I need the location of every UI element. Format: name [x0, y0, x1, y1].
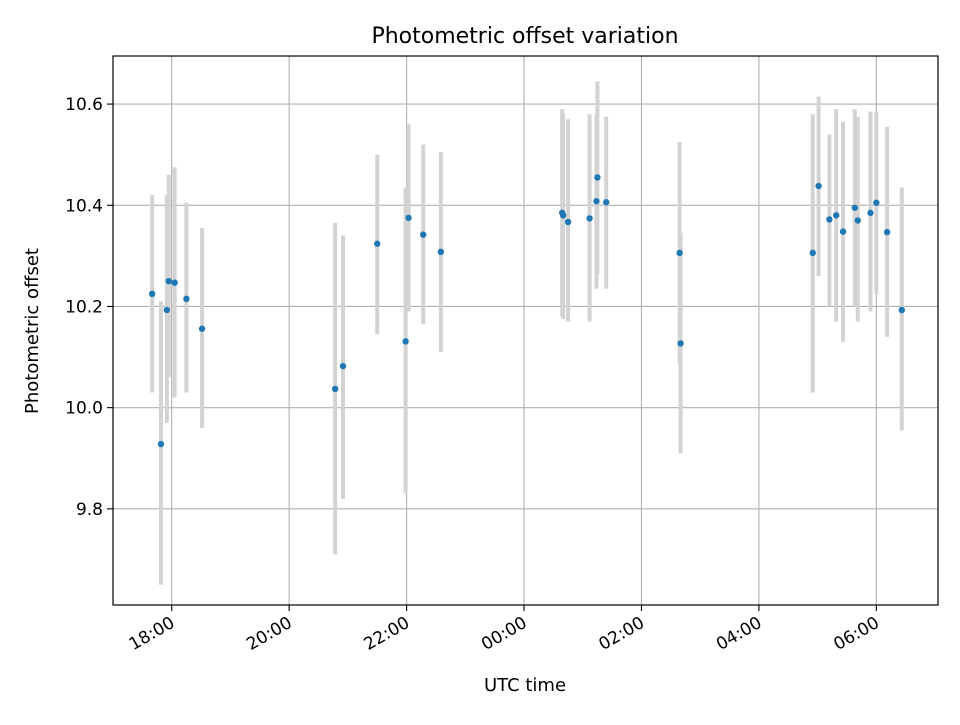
- data-point: [586, 215, 593, 222]
- y-tick-label: 10.0: [65, 399, 103, 419]
- data-point: [564, 218, 572, 226]
- data-point: [339, 362, 347, 370]
- data-point: [873, 199, 880, 206]
- data-point: [198, 325, 206, 332]
- data-point: [165, 277, 172, 285]
- data-point: [815, 182, 822, 190]
- y-axis-label: Photometric offset: [22, 248, 43, 414]
- data-point: [593, 198, 600, 205]
- data-point: [183, 295, 190, 303]
- data-point: [405, 214, 412, 222]
- data-point: [148, 290, 156, 298]
- data-point: [331, 385, 339, 393]
- data-point: [171, 279, 178, 286]
- y-tick-label: 9.8: [76, 500, 103, 520]
- data-point: [676, 249, 683, 257]
- data-point: [854, 217, 861, 224]
- data-point: [402, 338, 409, 345]
- chart-title: Photometric offset variation: [371, 24, 678, 49]
- data-point: [374, 240, 381, 247]
- data-point: [839, 228, 847, 235]
- x-axis-label: UTC time: [484, 675, 566, 696]
- y-tick-label: 10.4: [65, 196, 103, 216]
- data-point: [826, 216, 833, 223]
- y-axis-ticks: 9.8 10.0 10.2 10.4 10.6: [65, 95, 113, 520]
- data-point: [163, 306, 171, 314]
- data-point: [420, 231, 427, 238]
- data-point: [883, 228, 891, 236]
- y-tick-label: 10.2: [65, 297, 103, 317]
- data-point: [594, 174, 601, 181]
- data-point: [833, 212, 840, 219]
- data-point: [157, 440, 165, 448]
- plot-frame: [112, 55, 939, 606]
- data-points: [148, 174, 905, 448]
- y-tick-label: 10.6: [65, 95, 103, 115]
- data-point: [867, 209, 874, 217]
- data-point: [559, 212, 567, 219]
- data-point: [677, 340, 684, 347]
- data-point: [851, 204, 859, 211]
- data-point: [437, 248, 445, 256]
- data-point: [809, 249, 816, 257]
- data-point: [898, 306, 905, 314]
- data-point: [603, 199, 610, 206]
